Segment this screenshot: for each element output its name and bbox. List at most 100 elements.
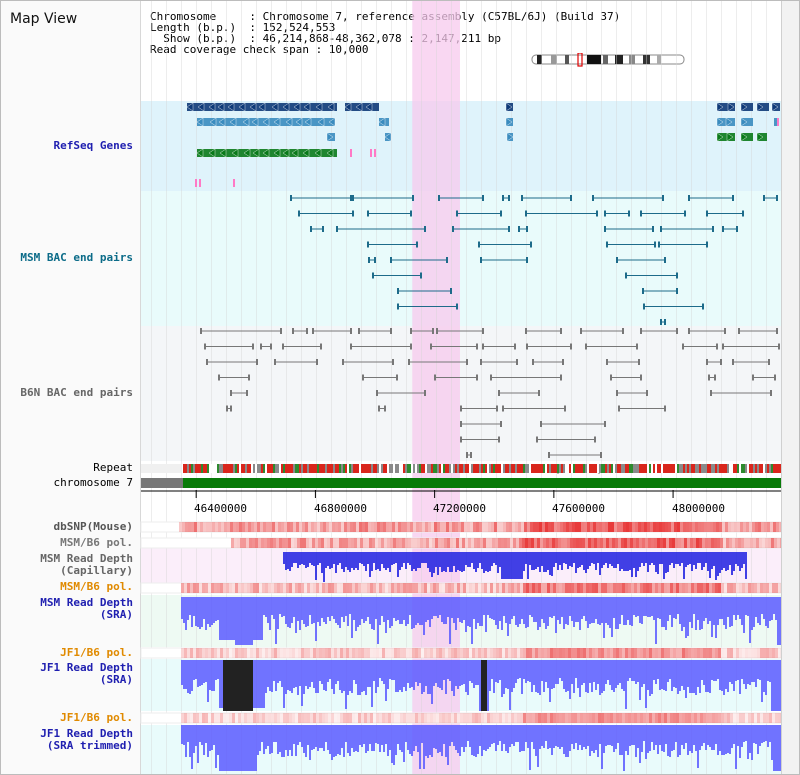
- pol-density-cell: [711, 538, 714, 548]
- repeat-element: [467, 464, 469, 473]
- depth-bar: [437, 552, 439, 575]
- depth-bar: [379, 552, 381, 571]
- depth-bar: [653, 552, 655, 565]
- depth-bar: [667, 597, 669, 621]
- msm-sra-label-1: MSM Read Depth: [40, 596, 133, 609]
- pol-density-cell: [557, 522, 560, 532]
- depth-bar: [621, 660, 623, 689]
- depth-bar: [231, 597, 233, 640]
- pol-density-cell: [583, 648, 586, 658]
- depth-bar: [281, 725, 283, 757]
- depth-bar: [705, 552, 707, 563]
- depth-bar: [235, 597, 237, 645]
- depth-bar: [483, 597, 485, 615]
- pol-density-cell: [304, 583, 307, 593]
- pol-density-cell: [682, 713, 685, 723]
- depth-bar: [693, 552, 695, 565]
- pol-density-cell: [205, 648, 208, 658]
- depth-bar: [763, 725, 765, 742]
- pol-density-cell: [585, 538, 588, 548]
- depth-bar: [379, 597, 381, 625]
- depth-bar: [437, 597, 439, 618]
- depth-bar: [491, 597, 493, 619]
- repeat-element: [205, 464, 207, 473]
- pol-density-cell: [637, 583, 640, 593]
- repeat-element: [271, 464, 273, 473]
- depth-bar: [335, 660, 337, 684]
- pol-density-cell: [275, 522, 278, 532]
- pol-density-cell: [232, 648, 235, 658]
- pol-density-cell: [286, 583, 289, 593]
- pol-density-cell: [244, 713, 247, 723]
- repeat-element: [323, 464, 325, 473]
- pol-density-cell: [247, 713, 250, 723]
- depth-bar: [765, 660, 767, 695]
- depth-bar: [639, 725, 641, 763]
- pol-density-cell: [329, 522, 332, 532]
- depth-bar: [399, 552, 401, 570]
- pol-density-cell: [547, 583, 550, 593]
- pol-density-cell: [751, 648, 754, 658]
- chromosome-ideogram[interactable]: [531, 53, 686, 67]
- depth-bar: [531, 597, 533, 617]
- pol-density-cell: [230, 522, 233, 532]
- pol-density-cell: [463, 713, 466, 723]
- pol-density-cell: [337, 648, 340, 658]
- depth-bar: [439, 660, 441, 688]
- pol-density-cell: [459, 538, 462, 548]
- depth-bar: [403, 725, 405, 762]
- repeat-element: [499, 464, 501, 473]
- depth-bar: [449, 660, 451, 681]
- depth-bar: [191, 660, 193, 691]
- depth-bar: [613, 552, 615, 568]
- pol-density-cell: [319, 648, 322, 658]
- pol-density-cell: [735, 538, 738, 548]
- depth-bar: [391, 725, 393, 763]
- gene-feature: [271, 102, 279, 112]
- depth-bar: [257, 597, 259, 640]
- repeat-element: [257, 464, 259, 473]
- vertical-scrollbar[interactable]: [781, 1, 799, 774]
- pol-density-cell: [235, 583, 238, 593]
- pol-density-cell: [406, 648, 409, 658]
- pol-density-cell: [383, 522, 386, 532]
- pol-density-cell: [256, 583, 259, 593]
- b6n-bac-pair-end: [362, 374, 364, 381]
- depth-bar: [569, 725, 571, 751]
- depth-bar: [199, 660, 201, 686]
- depth-bar: [435, 552, 437, 567]
- depth-bar: [593, 660, 595, 682]
- depth-bar: [201, 725, 203, 745]
- depth-bar: [723, 660, 725, 695]
- b6n-bac-pair-end: [606, 359, 608, 365]
- depth-bar: [515, 552, 517, 579]
- b6n-bac-pair-end: [724, 328, 726, 334]
- depth-bar: [771, 660, 773, 711]
- pol-density-cell: [676, 583, 679, 593]
- pol-density-cell: [574, 713, 577, 723]
- repeat-element: [373, 464, 375, 473]
- pol-density-cell: [270, 538, 273, 548]
- depth-bar: [465, 597, 467, 632]
- pol-density-cell: [330, 538, 333, 548]
- depth-bar: [205, 725, 207, 743]
- pol-density-cell: [689, 522, 692, 532]
- depth-bar: [297, 597, 299, 621]
- pol-density-cell: [674, 522, 677, 532]
- depth-bar: [185, 725, 187, 757]
- depth-bar: [605, 660, 607, 684]
- msm-bac-pair-end: [706, 210, 708, 217]
- depth-bar: [283, 725, 285, 757]
- pol-density-cell: [226, 648, 229, 658]
- pol-density-cell: [334, 713, 337, 723]
- pol-density-cell: [281, 522, 284, 532]
- depth-bar: [265, 660, 267, 693]
- repeat-element: [249, 464, 251, 473]
- depth-bar: [699, 725, 701, 750]
- pol-density-cell: [184, 583, 187, 593]
- depth-bar: [305, 725, 307, 757]
- repeat-element: [331, 464, 333, 473]
- depth-bar: [399, 725, 401, 750]
- pol-density-cell: [208, 583, 211, 593]
